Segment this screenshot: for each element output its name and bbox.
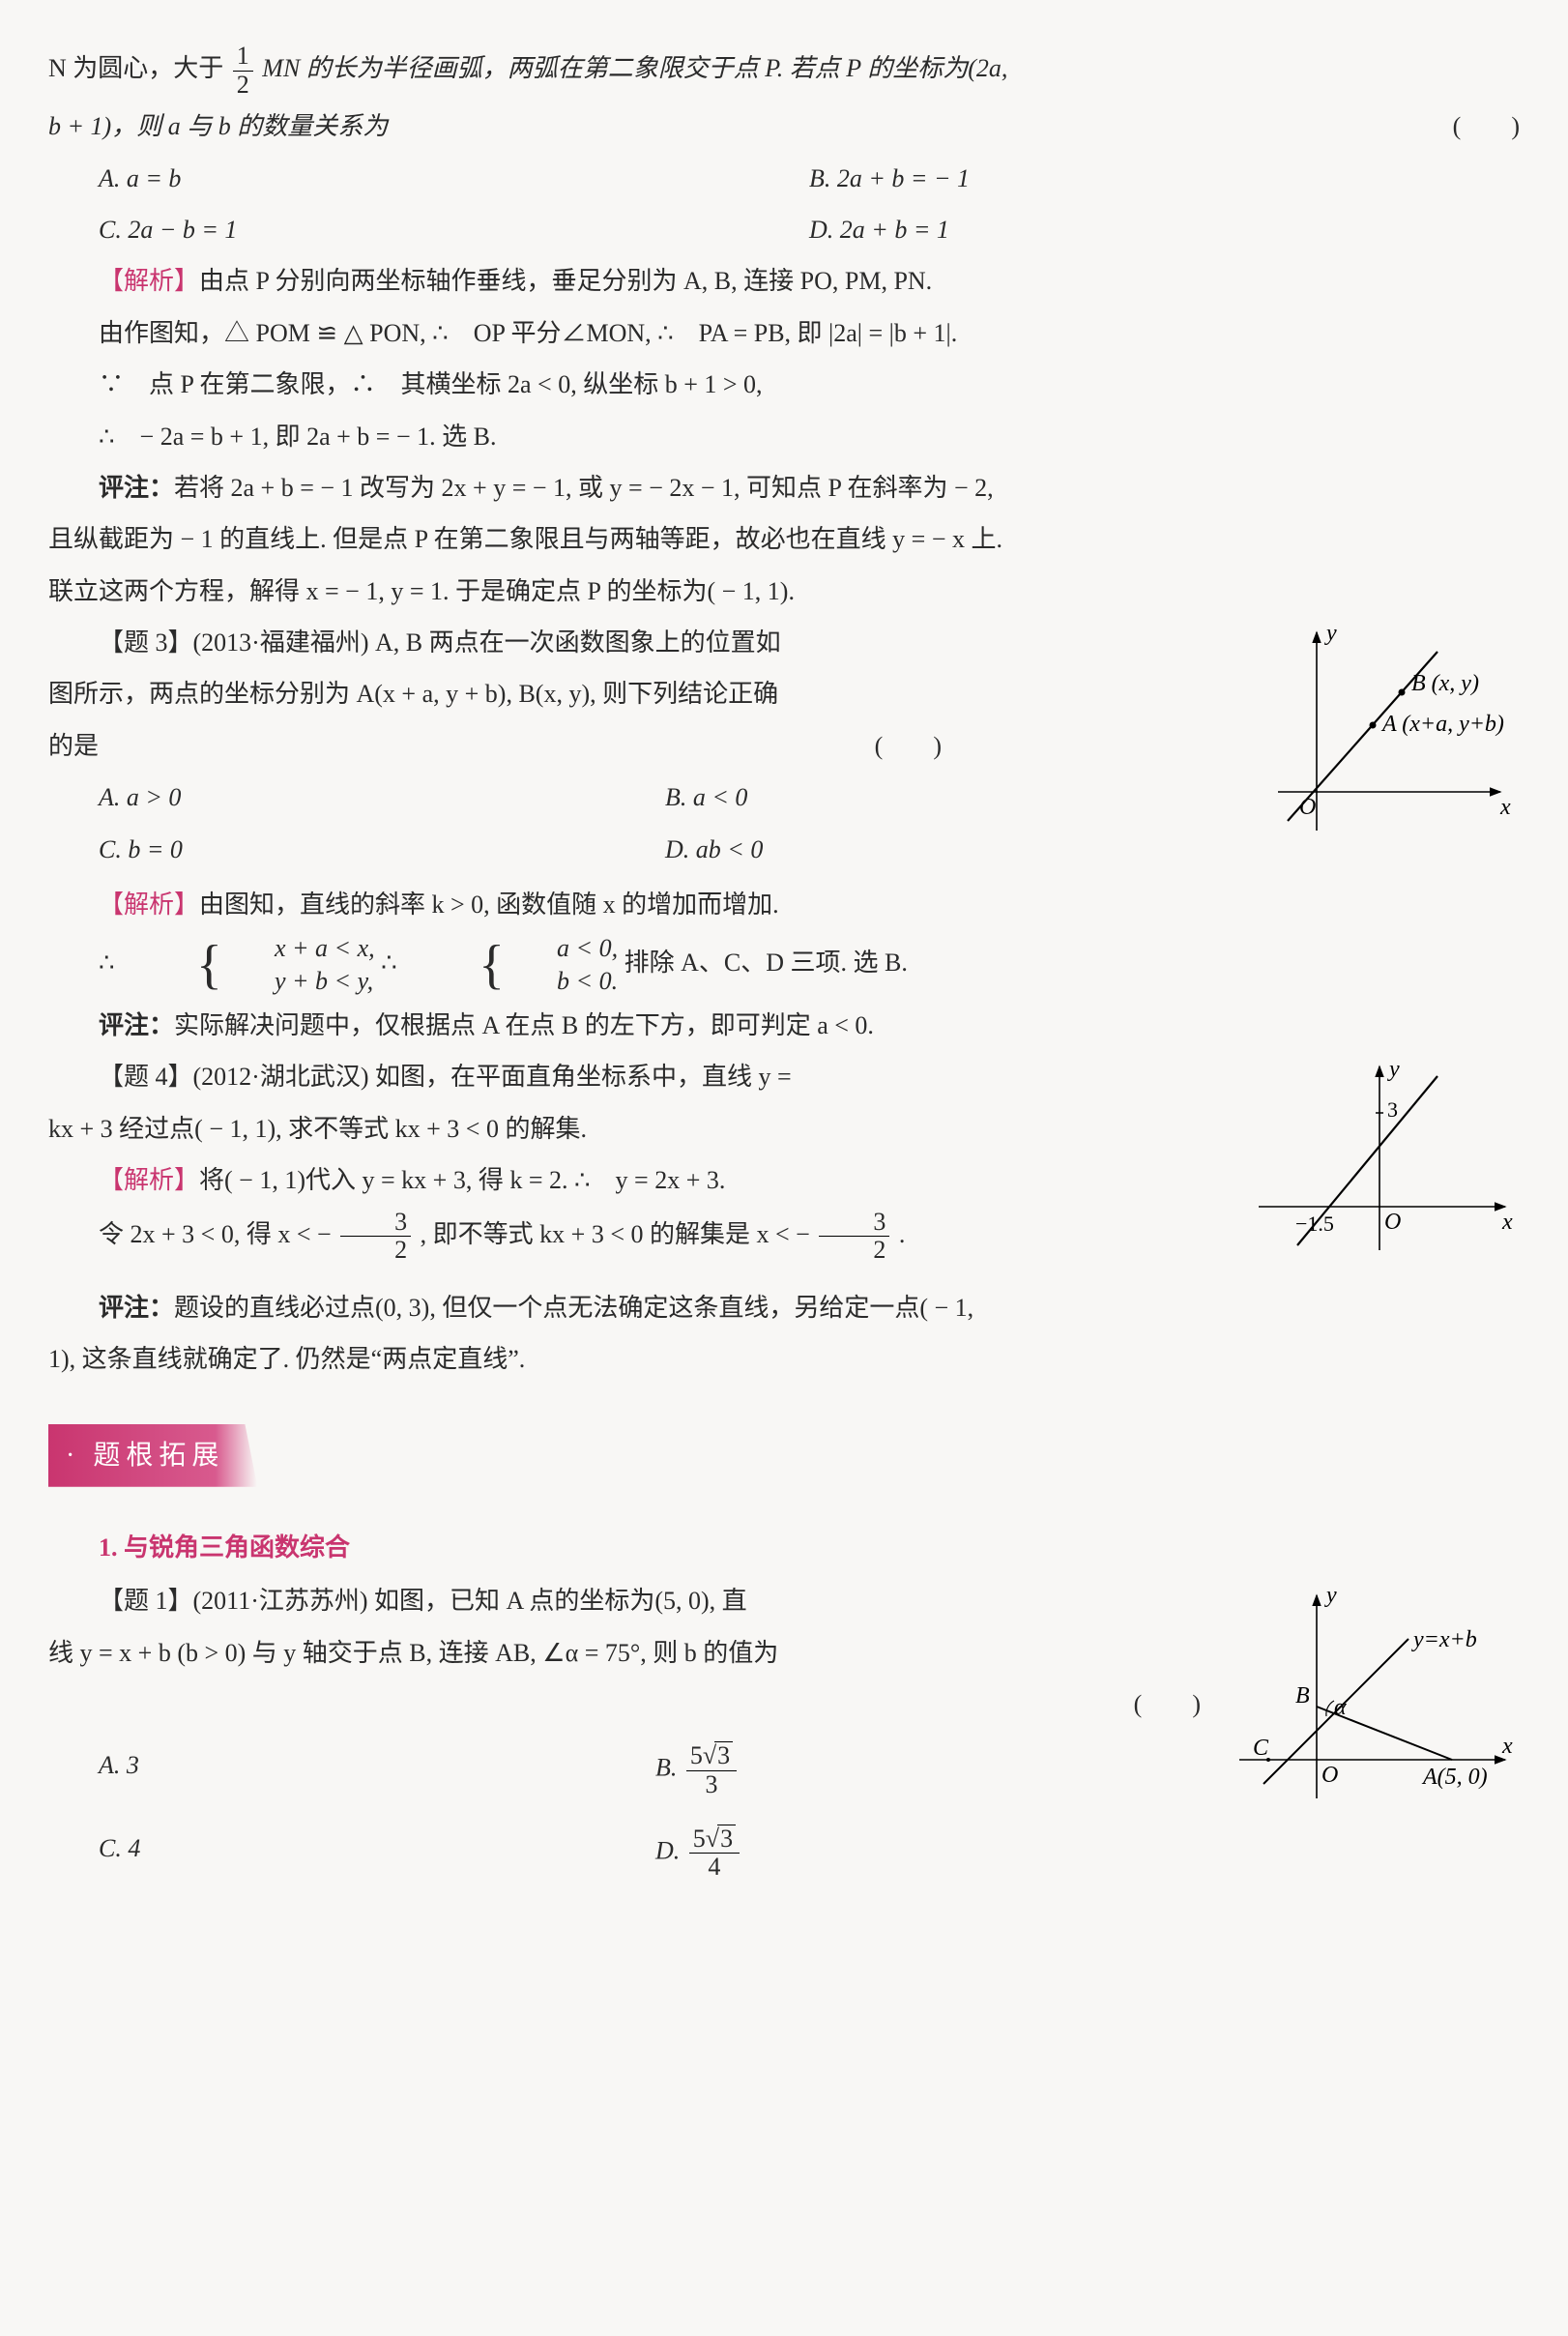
q3-note: 评注：实际解决问题中，仅根据点 A 在点 B 的左下方，即可判定 a < 0. [48,1002,1520,1049]
analysis-label: 【解析】 [99,267,199,295]
q3-paren: ( ) [875,722,942,770]
q3-opts-2: C. b = 0 D. ab < 0 [99,826,1232,873]
svg-text:y: y [1324,621,1337,646]
svg-text:O: O [1299,795,1316,820]
intro-line1: N 为圆心，大于 1 2 MN 的长为半径画弧，两弧在第二象限交于点 P. 若点… [48,43,1520,99]
q3-stem-3: 的是 ( ) [48,722,1232,770]
section-banner: · 题根拓展 [48,1424,257,1487]
q2-options-row1: A. a = b B. 2a + b = − 1 [99,155,1520,202]
svg-text:y=x+b: y=x+b [1411,1627,1477,1652]
svg-text:x: x [1501,1734,1513,1759]
q3-ana-2: ∴ { x + a < x, y + b < y, ∴ { a < 0, b <… [48,932,1520,998]
frac-d: 5√3 4 [689,1825,740,1882]
brace-system-2: { a < 0, b < 0. [428,932,618,998]
svg-text:x: x [1501,1210,1513,1235]
sec1-opt-c: C. 4 [99,1825,655,1882]
svg-text:A (x+a, y+b): A (x+a, y+b) [1380,712,1504,737]
q3-opt-a: A. a > 0 [99,774,665,821]
frac-b: 5√3 3 [686,1741,737,1798]
svg-text:y: y [1387,1057,1400,1082]
q2-analysis-3: ∵ 点 P 在第二象限，∴ 其横坐标 2a < 0, 纵坐标 b + 1 > 0… [48,361,1520,408]
q3-ana-1: 【解析】由图知，直线的斜率 k > 0, 函数值随 x 的增加而增加. [48,881,1520,928]
frac-3-2a: 3 2 [340,1209,411,1265]
q2-opt-d: D. 2a + b = 1 [809,206,1520,253]
sec1-opt-a: A. 3 [99,1741,655,1798]
frac-half: 1 2 [233,43,253,99]
q4-note-1: 评注：题设的直线必过点(0, 3), 但仅一个点无法确定这条直线，另给定一点( … [48,1284,1520,1331]
q2-options-row2: C. 2a − b = 1 D. 2a + b = 1 [99,206,1520,253]
q2-note-1: 评注：若将 2a + b = − 1 改写为 2x + y = − 1, 或 y… [48,464,1520,511]
q2-analysis-4: ∴ − 2a = b + 1, 即 2a + b = − 1. 选 B. [48,413,1520,460]
q2-note-3: 联立这两个方程，解得 x = − 1, y = 1. 于是确定点 P 的坐标为(… [48,568,1520,615]
q3-opt-b: B. a < 0 [665,774,1232,821]
intro-line2: b + 1)，则 a 与 b 的数量关系为 ( ) [48,102,1520,150]
q2-opt-b: B. 2a + b = − 1 [809,155,1520,202]
q2-analysis-1: 【解析】由点 P 分别向两坐标轴作垂线，垂足分别为 A, B, 连接 PO, P… [48,257,1520,305]
q3-opt-c: C. b = 0 [99,826,665,873]
svg-text:x: x [1499,795,1511,820]
sec1-opts-1: A. 3 B. 5√3 3 [99,1741,1212,1798]
svg-text:α: α [1334,1695,1347,1720]
svg-text:−1.5: −1.5 [1295,1212,1334,1236]
frac-3-2b: 3 2 [819,1209,889,1265]
intro-l1-pre: N 为圆心，大于 [48,54,223,82]
q3-figure: B (x, y) A (x+a, y+b) O x y [1249,623,1520,861]
sec1-opt-b: B. 5√3 3 [655,1741,1212,1798]
svg-text:y: y [1324,1583,1337,1608]
intro-l1-post: MN 的长为半径画弧，两弧在第二象限交于点 P. 若点 P 的坐标为(2a, [262,54,1007,82]
sec1-opt-d: D. 5√3 4 [655,1825,1212,1882]
svg-text:B: B [1295,1683,1310,1708]
brace-system-1: { x + a < x, y + b < y, [146,932,375,998]
svg-text:O: O [1321,1763,1338,1788]
q3-opts-1: A. a > 0 B. a < 0 [99,774,1232,821]
answer-paren: ( ) [1453,102,1520,150]
svg-text:A(5, 0): A(5, 0) [1421,1765,1488,1790]
svg-text:3: 3 [1387,1097,1398,1122]
q2-note-2: 且纵截距为 − 1 的直线上. 但是点 P 在第二象限且与两轴等距，故必也在直线… [48,515,1520,563]
q3-opt-d: D. ab < 0 [665,826,1232,873]
svg-text:B (x, y): B (x, y) [1411,671,1479,696]
q4-figure: 3 −1.5 O x y [1249,1057,1520,1275]
q2-opt-c: C. 2a − b = 1 [99,206,809,253]
q4-note-2: 1), 这条直线就确定了. 仍然是“两点定直线”. [48,1335,1520,1383]
sec1-title: 1. 与锐角三角函数综合 [99,1524,1520,1571]
sec1-opts-2: C. 4 D. 5√3 4 [99,1825,1212,1882]
note-label: 评注： [99,474,174,502]
svg-text:C: C [1253,1736,1269,1761]
sec1-figure: y=x+b B α C O A(5, 0) x y [1230,1581,1520,1828]
q2-opt-a: A. a = b [99,155,809,202]
q2-analysis-2: 由作图知，△ POM ≌ △ PON, ∴ OP 平分∠MON, ∴ PA = … [48,309,1520,357]
svg-text:O: O [1384,1210,1401,1235]
